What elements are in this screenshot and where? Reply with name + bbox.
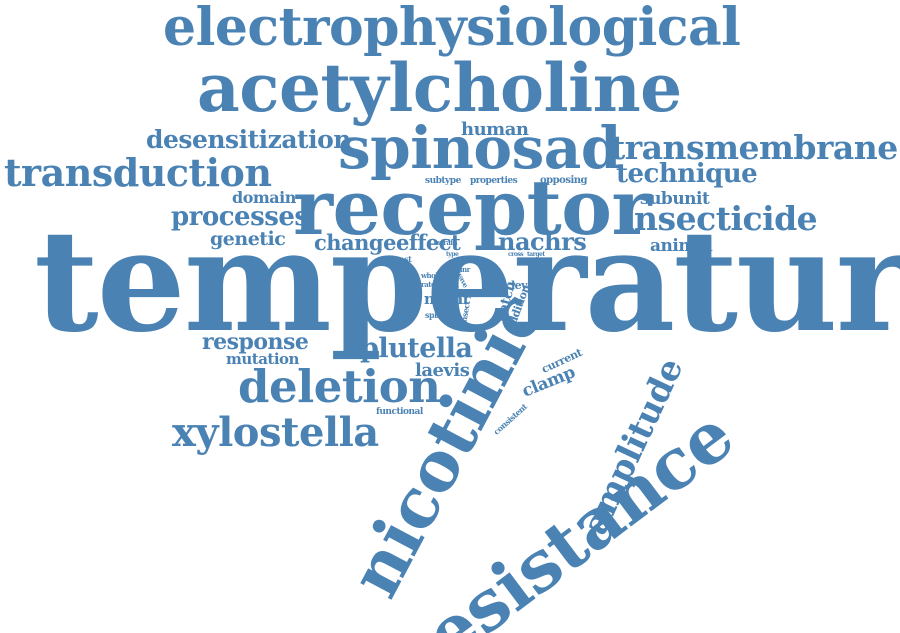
word-temperature: temperature	[34, 200, 900, 364]
word-type: type	[446, 251, 459, 258]
word-contrast: strain	[437, 238, 458, 247]
word-transduction: transmembrane	[610, 128, 898, 167]
word-domain: domain	[232, 188, 296, 207]
word-nachrs: nachrs	[498, 227, 587, 256]
word-deletion: deletion	[238, 360, 441, 413]
word-animal: animal	[650, 236, 713, 256]
word-processes: processes	[171, 202, 309, 232]
word-target: target	[527, 251, 545, 258]
word-properties: properties	[470, 176, 518, 186]
word-plutella: plutella	[360, 333, 473, 364]
word-functional: functional	[376, 407, 423, 417]
word-strain: whole	[421, 271, 442, 280]
word-whole: rate	[421, 280, 435, 289]
word-desensitization: desensitization	[146, 125, 351, 154]
word-transmembrane: transduction	[4, 150, 272, 195]
word-mutation: mutation	[226, 350, 299, 368]
word-spinosad: spinosad	[338, 114, 621, 182]
word-technique: technique	[616, 159, 758, 189]
word-human: human	[461, 119, 529, 140]
word-confer: contrast	[378, 254, 412, 264]
word-response: response	[202, 329, 309, 355]
word-rate: spinr	[452, 265, 470, 274]
word-genetic: genetic	[210, 228, 286, 250]
word-insecticide: insecticide	[622, 199, 818, 238]
word-spinr: spinr	[425, 310, 446, 320]
word-xylostella: xylostella	[172, 409, 379, 456]
word-changeeffect: changeeffect	[314, 230, 461, 255]
word-subunit: subunit	[640, 189, 710, 209]
word-opposing: opposing	[540, 175, 588, 186]
word-electrophysiological: electrophysiological	[163, 0, 741, 58]
word-cross: cross	[508, 251, 524, 258]
word-nachr: nachr	[424, 290, 471, 308]
word-receptor: receptor	[293, 163, 652, 252]
word-acetylcholine: acetylcholine	[197, 49, 682, 127]
word-laevis: laevis	[415, 360, 470, 381]
word-level: level	[511, 279, 538, 292]
word-subtype: subtype	[425, 176, 461, 186]
